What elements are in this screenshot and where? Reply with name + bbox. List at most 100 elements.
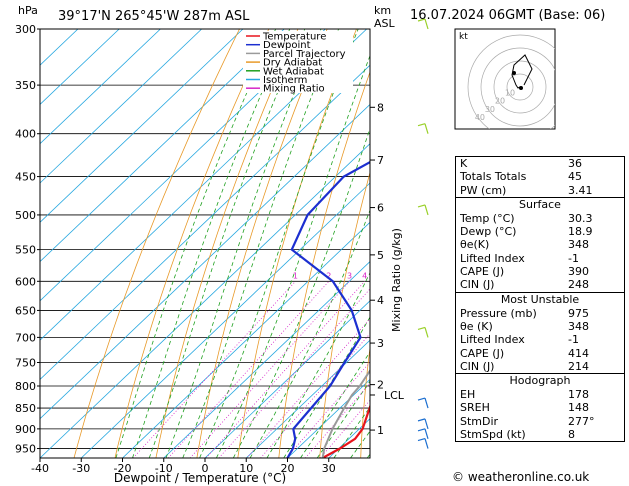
index-label: StmDir	[460, 414, 499, 428]
index-label: EH	[460, 388, 476, 402]
mixing-ratio-line	[189, 281, 350, 458]
index-value: 277°	[568, 414, 595, 428]
index-value: 18.9	[568, 225, 593, 239]
index-value: 3.41	[568, 183, 593, 197]
wind-barb-icon	[417, 437, 426, 442]
x-tick-label: -20	[114, 462, 132, 475]
index-value: 348	[568, 319, 589, 333]
legend-entry: Wet Adiabat	[263, 66, 324, 77]
wet-adiabat-line	[115, 29, 277, 458]
index-row: EH 178	[456, 388, 624, 401]
pressure-tick-label: 850	[15, 402, 36, 415]
forecast-date: 16.07.2024 06GMT (Base: 06)	[410, 8, 606, 23]
wet-adiabat-line	[249, 209, 370, 458]
mixing-ratio-label: 2	[326, 271, 331, 280]
index-row: K 36	[456, 157, 624, 170]
wet-adiabat-line	[216, 54, 370, 458]
x-tick-label: 20	[281, 462, 295, 475]
dry-adiabat-line	[278, 70, 370, 458]
isotherm-line	[40, 143, 370, 458]
km-tick-label: 6	[377, 202, 384, 215]
legend-background	[243, 31, 353, 93]
index-label: θe(K)	[460, 238, 490, 252]
mixing-ratio-label: 5	[374, 271, 379, 280]
mixing-ratio-line	[167, 281, 330, 458]
isotherm-line	[80, 182, 370, 458]
index-row: Pressure (mb) 975	[456, 307, 624, 320]
pressure-tick-label: 550	[15, 244, 36, 257]
index-row: Lifted Index -1	[456, 252, 624, 265]
index-label: PW (cm)	[460, 183, 507, 197]
dry-adiabat-line	[237, 29, 357, 458]
index-row: Dewp (°C) 18.9	[456, 225, 624, 238]
dry-adiabat-line	[319, 171, 370, 458]
indices-table: K 36 Totals Totals 45 PW (cm) 3.41 Surface Te…	[455, 156, 625, 443]
index-row: Totals Totals 45	[456, 170, 624, 183]
pressure-tick-label: 300	[15, 23, 36, 36]
pressure-tick-label: 650	[15, 304, 36, 317]
wind-barb-icon	[424, 123, 429, 134]
series-line-parcel-trajectory	[321, 368, 370, 458]
pressure-tick-label: 400	[15, 128, 36, 141]
chart-location-title: 39°17'N 265°45'W 287m ASL	[58, 9, 250, 24]
isotherm-line	[40, 29, 244, 223]
index-row: θe(K) 348	[456, 238, 624, 251]
index-label: CIN (J)	[460, 278, 495, 292]
km-tick-label: 4	[377, 294, 384, 307]
axis-layer: 3003504004505005506006507007508008509009…	[15, 23, 405, 475]
hodograph-ring-label: 40	[475, 113, 485, 122]
wet-adiabat-line	[266, 272, 370, 458]
mixing-ratio-line	[246, 318, 370, 458]
index-label: StmSpd (kt)	[460, 428, 526, 442]
hpa-label: hPa	[18, 4, 38, 17]
mixing-ratio-label: 3	[347, 271, 352, 280]
km-tick-label: 3	[377, 337, 384, 350]
mixing-ratio-line	[286, 361, 370, 458]
wind-barb-icon	[424, 397, 429, 409]
index-label: SREH	[460, 401, 490, 415]
wet-adiabat-line	[283, 316, 370, 458]
index-label: Pressure (mb)	[460, 306, 537, 320]
legend-entry: Isotherm	[263, 75, 307, 86]
wind-barb-icon	[417, 18, 426, 22]
hodograph-ring-label: 30	[485, 105, 495, 114]
index-label: CIN (J)	[460, 359, 495, 373]
wind-barb-icon	[417, 326, 426, 330]
dry-adiabat-line	[360, 344, 370, 458]
series-line-temperature	[322, 403, 370, 458]
asl-label: ASL	[374, 17, 396, 30]
x-tick-label: -10	[155, 462, 173, 475]
isotherm-line	[40, 29, 326, 302]
index-row: Temp (°C) 30.3	[456, 212, 624, 225]
series-layer	[286, 160, 370, 458]
mixing-ratio-line	[132, 281, 296, 458]
x-axis-label: Dewpoint / Temperature (°C)	[114, 471, 286, 485]
pressure-tick-label: 500	[15, 209, 36, 222]
pressure-tick-label: 450	[15, 171, 36, 184]
hodograph-kt-label: kt	[459, 32, 468, 42]
hodograph-ring	[480, 47, 555, 127]
most-unstable-title: Most Unstable	[500, 292, 580, 306]
index-value: 30.3	[568, 211, 593, 225]
legend-entry: Mixing Ratio	[263, 84, 325, 95]
dry-adiabat-line	[114, 29, 270, 458]
surface-title: Surface	[519, 197, 561, 211]
pressure-tick-label: 950	[15, 443, 36, 456]
background-lines: 1 2 3 4 5 8 10 15 20 25	[40, 29, 421, 458]
mixing-ratio-axis-label: Mixing Ratio (g/kg)	[390, 228, 403, 332]
km-tick-label: 5	[377, 249, 384, 262]
index-value: 214	[568, 359, 589, 373]
legend-entry: Dewpoint	[263, 40, 311, 51]
wet-adiabat-line	[182, 29, 339, 458]
mixing-ratio-label: 10	[411, 271, 421, 280]
index-value: 390	[568, 265, 589, 279]
index-value: 45	[568, 170, 582, 184]
isotherm-line	[245, 339, 370, 458]
x-tick-label: -30	[72, 462, 90, 475]
index-row: SREH 148	[456, 401, 624, 414]
hodograph-ring	[506, 73, 534, 101]
index-label: Lifted Index	[460, 251, 525, 265]
km-label: km	[374, 4, 391, 17]
x-tick-label: -40	[31, 462, 49, 475]
